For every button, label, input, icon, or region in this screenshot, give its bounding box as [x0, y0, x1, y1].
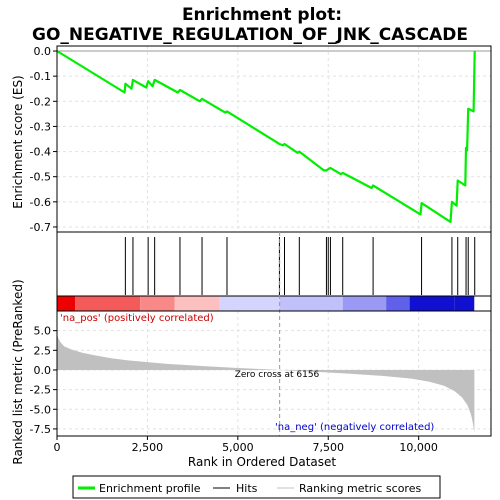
heatmap-segment: [409, 296, 455, 311]
heatmap-segment: [386, 296, 410, 311]
metric-panel-frame: [56, 310, 492, 437]
hits-panel: [56, 231, 492, 297]
x-tick-label: 2,500: [132, 441, 164, 454]
es-y-tick-label: -0.5: [30, 171, 51, 184]
rank-heatmap-bar: [56, 295, 492, 312]
heatmap-segment: [174, 296, 220, 311]
heatmap-segment: [342, 296, 387, 311]
es-y-tick-label: -0.1: [30, 70, 51, 83]
metric-y-tick-label: 2.5: [34, 344, 52, 357]
x-tick-label: 10,000: [399, 441, 438, 454]
heatmap-segment: [454, 296, 475, 311]
x-tick-label: 7,500: [313, 441, 345, 454]
es-y-tick-label: 0.0: [34, 45, 52, 58]
zero-cross-label: Zero cross at 6156: [235, 370, 320, 380]
metric-panel: 5.0 2.5 0.0 -2.5 -5.0 -7.5: [30, 232, 492, 437]
es-panel: 0.0 -0.1 -0.2 -0.3 -0.4 -0.5 -0.6 -0.7: [30, 45, 492, 234]
es-plot-area: [57, 46, 491, 232]
es-y-tick-label: -0.7: [30, 221, 51, 234]
metric-y-axis-label: Ranked list metric (PreRanked): [11, 279, 25, 464]
enrichment-profile-line: [56, 50, 476, 223]
es-y-tick-label: -0.3: [30, 120, 51, 133]
heatmap-tail: [474, 296, 491, 311]
legend-metric-label: Ranking metric scores: [299, 482, 421, 495]
negative-correlation-label: 'na_neg' (negatively correlated): [275, 422, 434, 433]
heatmap-segment: [279, 296, 343, 311]
x-axis: 0 2,500 5,000 7,500 10,000: [54, 436, 438, 454]
metric-y-tick-label: -7.5: [30, 423, 51, 436]
chart-title-line2: GO_NEGATIVE_REGULATION_OF_JNK_CASCADE: [32, 25, 468, 45]
heatmap-segment: [75, 296, 141, 311]
metric-y-tick-label: -2.5: [30, 384, 51, 397]
metric-y-tick-label: -5.0: [30, 403, 51, 416]
heatmap-segment: [140, 296, 175, 311]
legend-enrichment-label: Enrichment profile: [99, 482, 201, 495]
x-axis-label: Rank in Ordered Dataset: [188, 455, 336, 469]
metric-y-tick-label: 0.0: [34, 364, 52, 377]
metric-y-tick-label: 5.0: [34, 325, 52, 338]
chart-title-line1: Enrichment plot:: [182, 5, 342, 25]
legend-hits-label: Hits: [236, 482, 258, 495]
es-y-tick-label: -0.2: [30, 95, 51, 108]
legend: Enrichment profile Hits Ranking metric s…: [72, 475, 441, 499]
x-tick-label: 0: [54, 441, 61, 454]
x-tick-label: 5,000: [222, 441, 254, 454]
positive-correlation-label: 'na_pos' (positively correlated): [60, 313, 214, 324]
heatmap-segment: [57, 296, 76, 311]
hits-frame: [56, 231, 492, 297]
es-y-axis-label: Enrichment score (ES): [11, 75, 25, 208]
legend-box: [72, 475, 441, 499]
heatmap-segment: [219, 296, 280, 311]
es-y-tick-label: -0.4: [30, 146, 51, 159]
es-y-tick-label: -0.6: [30, 196, 51, 209]
